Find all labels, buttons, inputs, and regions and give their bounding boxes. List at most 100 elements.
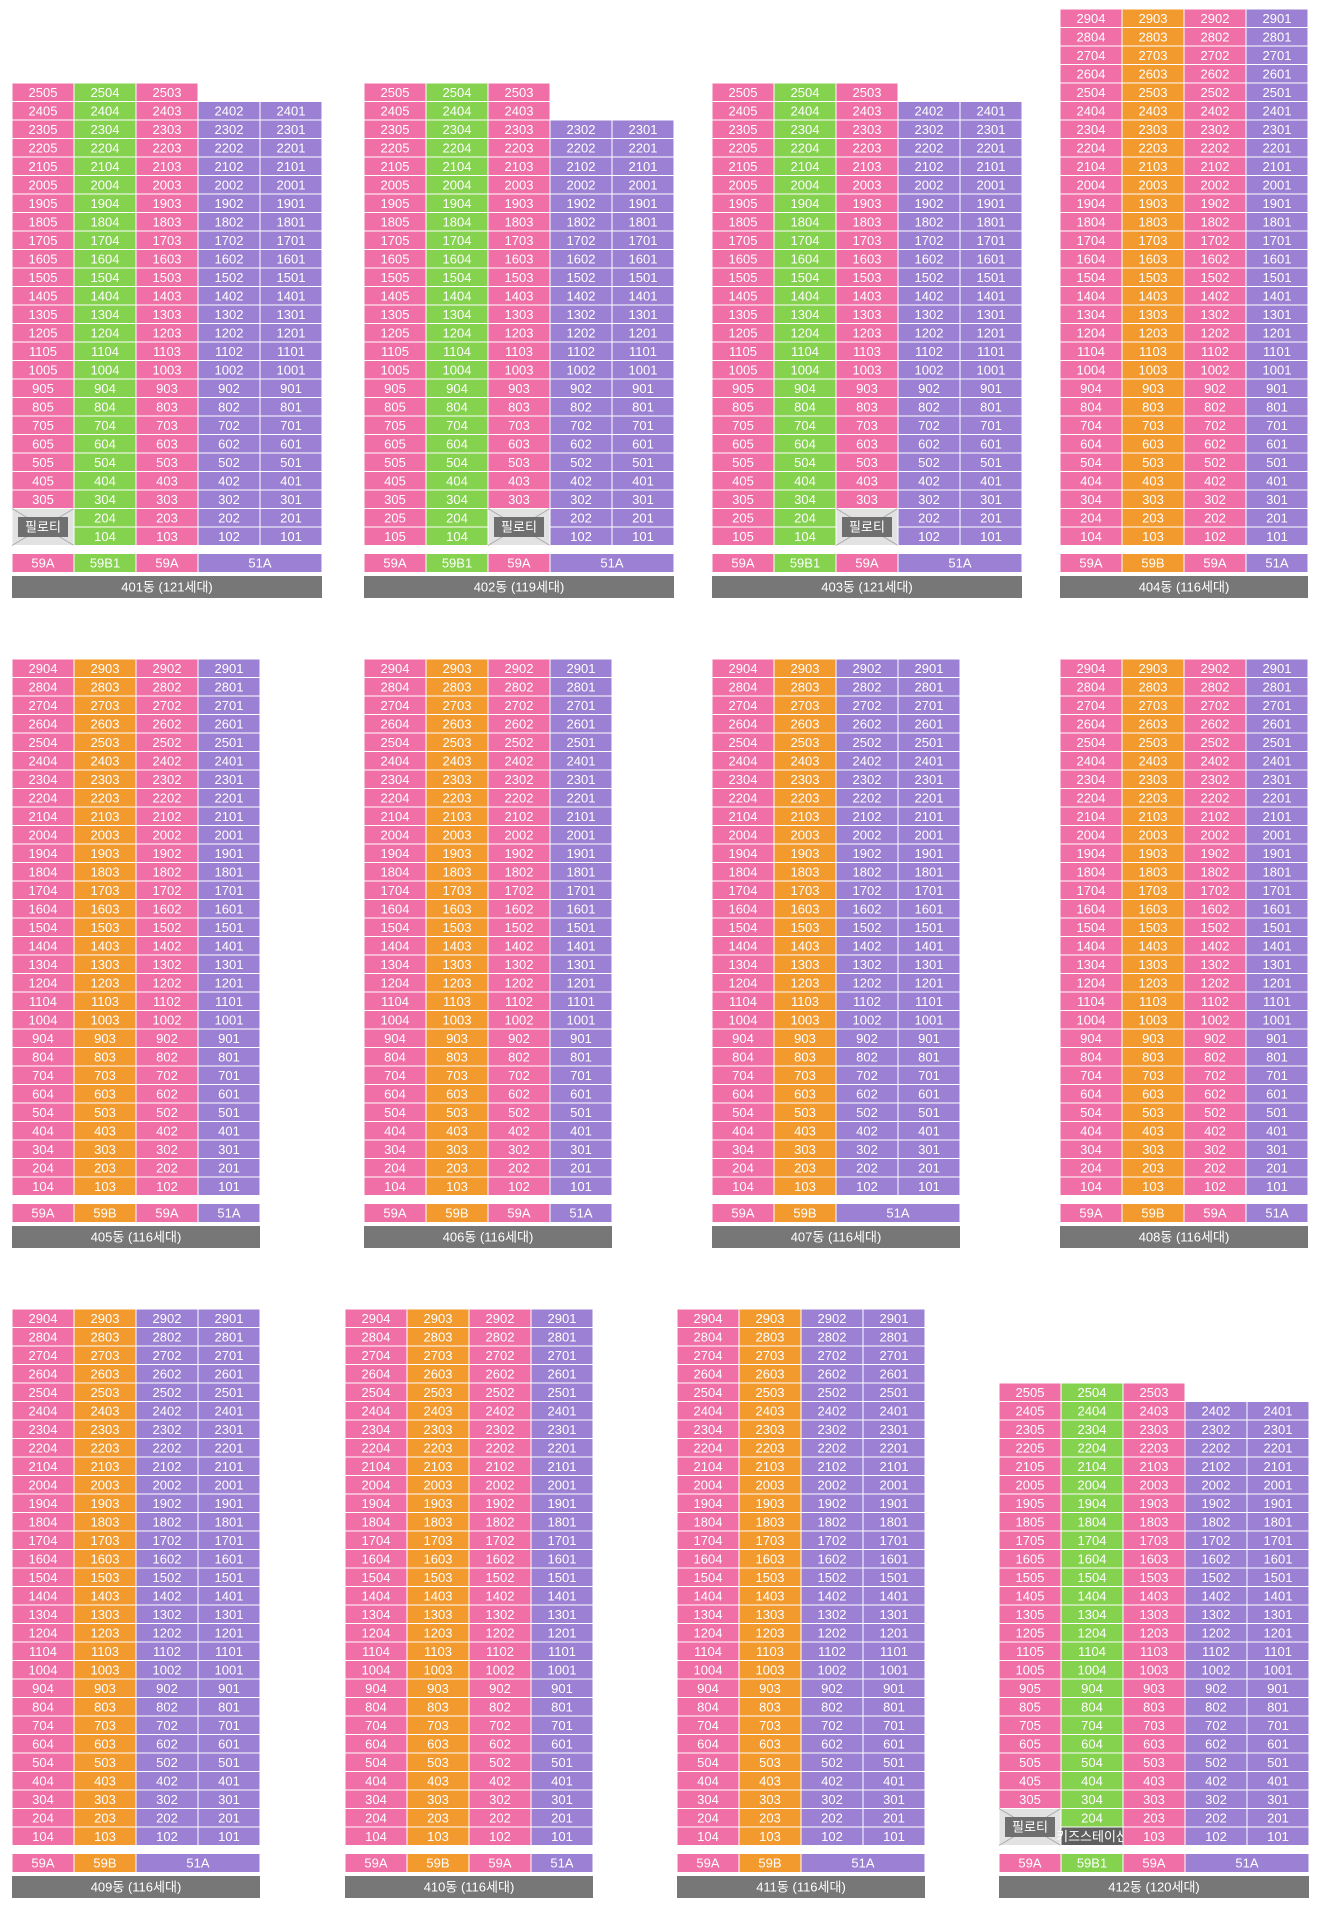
unit-type-label: 59A: [383, 556, 406, 571]
unit-number: 2204: [443, 140, 472, 155]
unit-number: 1601: [629, 251, 658, 266]
unit-number: 2704: [1077, 698, 1106, 713]
unit-number: 704: [384, 1068, 406, 1083]
unit-number: 401: [570, 1123, 592, 1138]
unit-number: 701: [218, 1718, 240, 1733]
unit-type-label: 59A: [155, 556, 178, 571]
unit-number: 1102: [1201, 344, 1229, 359]
unit-type-label: 51A: [1235, 1856, 1258, 1871]
unit-number: 2404: [443, 103, 472, 118]
unit-number: 2601: [1263, 716, 1292, 731]
unit-number: 1502: [153, 1570, 182, 1585]
unit-number: 1802: [818, 1514, 847, 1529]
unit-number: 2604: [362, 1366, 391, 1381]
unit-type-label: 51A: [248, 556, 271, 571]
unit-number: 604: [94, 436, 116, 451]
unit-number: 2201: [977, 140, 1006, 155]
unit-number: 2203: [443, 790, 472, 805]
unit-number: 304: [32, 1142, 54, 1157]
unit-number: 1402: [1201, 938, 1230, 953]
unit-number: 1202: [1201, 975, 1230, 990]
unit-type-cell: [197, 1203, 261, 1223]
building-name: 401동 (121세대): [121, 580, 213, 595]
building-name-bar: [712, 576, 1022, 598]
unit-number: 1403: [424, 1588, 453, 1603]
unit-number: 1602: [818, 1551, 847, 1566]
unit-type-label: 59B: [1141, 556, 1164, 571]
unit-number: 804: [1081, 1699, 1103, 1714]
unit-number: 1703: [91, 1533, 120, 1548]
unit-number: 1003: [443, 1012, 472, 1027]
unit-number: 405: [384, 473, 406, 488]
unit-number: 2202: [215, 140, 244, 155]
unit-number: 2303: [153, 122, 182, 137]
unit-number: 1604: [443, 251, 472, 266]
unit-number: 1601: [1263, 901, 1292, 916]
unit-number: 901: [280, 381, 302, 396]
unit-number: 1701: [215, 1533, 244, 1548]
unit-number: 2202: [853, 790, 882, 805]
unit-number: 1303: [91, 957, 120, 972]
unit-number: 1903: [853, 196, 882, 211]
unit-number: 402: [489, 1773, 511, 1788]
unit-number: 2302: [486, 1422, 515, 1437]
unit-number: 2302: [215, 122, 244, 137]
unit-number: 1403: [91, 1588, 120, 1603]
unit-number: 301: [632, 492, 654, 507]
unit-number: 1704: [91, 233, 120, 248]
unit-number: 2603: [1139, 716, 1168, 731]
unit-number: 2202: [153, 790, 182, 805]
unit-number: 903: [446, 1031, 468, 1046]
unit-number: 205: [732, 510, 754, 525]
unit-number: 2302: [153, 772, 182, 787]
unit-number: 2201: [629, 140, 658, 155]
unit-number: 1701: [567, 883, 596, 898]
unit-number: 1201: [215, 975, 244, 990]
unit-number: 1104: [1077, 994, 1105, 1009]
unit-number: 2401: [1263, 753, 1292, 768]
unit-number: 2304: [381, 772, 410, 787]
unit-number: 1904: [791, 196, 820, 211]
unit-number: 301: [218, 1142, 240, 1157]
unit-number: 1004: [1077, 1012, 1106, 1027]
unit-number: 301: [570, 1142, 592, 1157]
unit-number: 2601: [215, 1366, 244, 1381]
unit-number: 804: [446, 399, 468, 414]
unit-number: 1003: [91, 1662, 120, 1677]
unit-number: 1602: [915, 251, 944, 266]
unit-number: 902: [489, 1681, 511, 1696]
unit-number: 105: [384, 529, 406, 544]
unit-number: 1901: [629, 196, 658, 211]
unit-number: 2902: [153, 1311, 182, 1326]
unit-number: 2704: [29, 1348, 58, 1363]
unit-number: 1001: [548, 1662, 577, 1677]
unit-number: 304: [32, 1792, 54, 1807]
unit-number: 1804: [29, 864, 58, 879]
unit-number: 1501: [277, 270, 306, 285]
unit-number: 1704: [791, 233, 820, 248]
unit-number: 1304: [91, 307, 120, 322]
unit-number: 801: [632, 399, 654, 414]
unit-number: 601: [570, 1086, 592, 1101]
unit-type-cell: [549, 553, 675, 573]
unit-type-label: 59A: [364, 1856, 387, 1871]
unit-number: 2704: [1077, 48, 1106, 63]
unit-number: 1103: [1140, 1644, 1168, 1659]
unit-number: 203: [94, 1810, 116, 1825]
unit-number: 1601: [1264, 1551, 1293, 1566]
unit-number: 1504: [443, 270, 472, 285]
unit-number: 2102: [1201, 809, 1230, 824]
building-name-bar: [12, 1226, 260, 1248]
unit-number: 104: [384, 1179, 406, 1194]
unit-number: 2102: [1202, 1459, 1231, 1474]
unit-number: 1402: [818, 1588, 847, 1603]
unit-number: 301: [980, 492, 1002, 507]
unit-number: 2504: [694, 1385, 723, 1400]
unit-number: 1002: [853, 1012, 882, 1027]
unit-number: 2302: [915, 122, 944, 137]
building-name: 403동 (121세대): [821, 580, 913, 595]
unit-number: 2003: [1139, 827, 1168, 842]
unit-number: 101: [280, 529, 302, 544]
unit-number: 1702: [486, 1533, 515, 1548]
